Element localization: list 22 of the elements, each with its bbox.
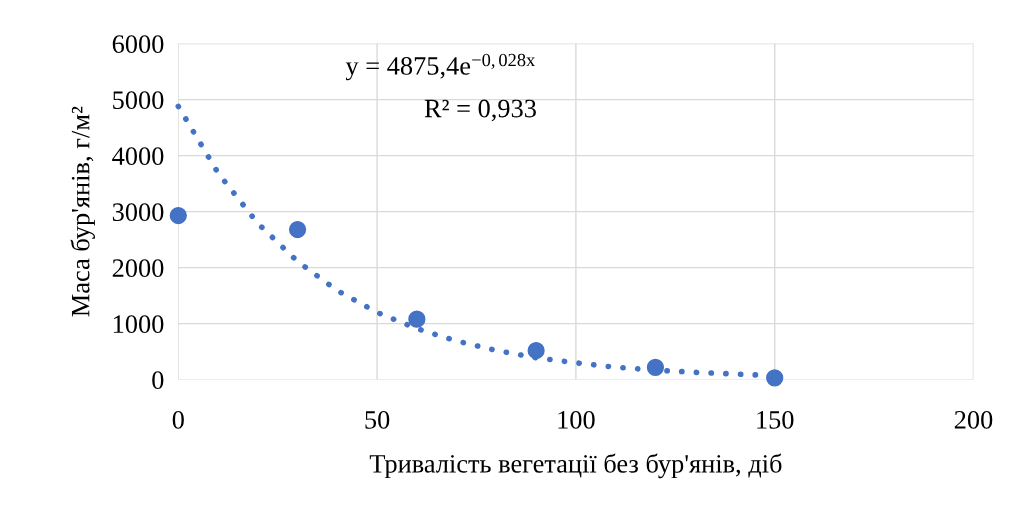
y-tick-label: 1000 [113, 315, 164, 334]
y-axis-title: Маса бур'янів, г/м² [70, 106, 95, 317]
y-tick-label: 2000 [112, 259, 164, 278]
y-tick-label: 3000 [112, 203, 164, 222]
x-tick-label: 150 [757, 410, 794, 429]
x-tick-label: 200 [954, 410, 993, 429]
annotation: R² = 0,933 [424, 99, 536, 122]
y-tick-label: 5000 [113, 91, 164, 110]
y-tick-label: 4000 [112, 147, 164, 166]
point [169, 206, 187, 225]
x-tick-label: 50 [365, 410, 390, 429]
y-tick-label: 0 [152, 371, 164, 390]
y-tick-label: 6000 [112, 35, 164, 54]
point [646, 358, 665, 376]
point [288, 220, 307, 239]
annotation: y = 4875,4e$^{−0,028x}$ [345, 53, 536, 81]
point [766, 369, 784, 387]
x-axis-title: Тривалість вегетації без бур'янів, діб [369, 453, 782, 479]
point [408, 310, 426, 328]
x-tick-label: 0 [172, 410, 184, 429]
point [527, 341, 545, 360]
x-tick-label: 100 [558, 410, 595, 429]
